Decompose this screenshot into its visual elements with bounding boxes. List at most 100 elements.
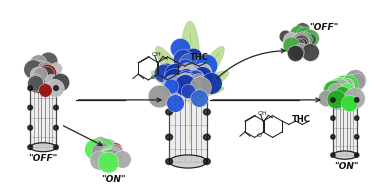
Point [37,66,43,69]
Point [180,58,186,61]
Point [35,61,41,64]
Text: O: O [257,133,262,138]
Ellipse shape [166,134,173,140]
Ellipse shape [28,125,32,130]
Point [172,81,178,84]
Point [160,71,166,74]
Text: O: O [151,75,156,81]
Ellipse shape [28,86,32,91]
Point [199,75,205,78]
Point [343,85,349,88]
Point [185,89,191,92]
Ellipse shape [203,134,210,140]
Point [299,40,305,43]
Ellipse shape [166,109,173,115]
Text: THC: THC [292,115,311,124]
Ellipse shape [166,85,173,91]
Text: "ON": "ON" [101,175,126,184]
Point [341,85,347,88]
Point [177,46,183,50]
Ellipse shape [156,47,197,103]
Point [294,50,300,53]
Point [191,73,197,76]
Point [105,152,111,155]
Point [336,87,342,90]
Point [42,88,48,91]
Text: OH: OH [152,52,162,57]
Ellipse shape [28,105,32,110]
Point [338,86,344,89]
Point [105,145,111,148]
Point [333,91,339,94]
Point [354,80,360,83]
Point [105,156,111,159]
Point [34,72,40,75]
Point [191,83,197,86]
Ellipse shape [30,84,56,93]
Point [102,145,108,148]
Ellipse shape [54,105,58,110]
Point [298,42,304,45]
Point [184,75,190,78]
Point [183,70,190,73]
Ellipse shape [355,153,359,157]
Point [108,156,114,160]
Point [333,98,339,101]
Ellipse shape [183,47,224,103]
Ellipse shape [54,145,58,149]
Point [104,154,110,157]
Ellipse shape [333,151,357,159]
Ellipse shape [333,96,357,104]
Point [172,102,178,105]
Point [301,37,307,40]
Point [341,85,347,88]
Text: "OFF": "OFF" [309,23,339,32]
Point [292,52,298,55]
Point [197,85,203,88]
Point [53,67,59,70]
Point [190,55,196,58]
Ellipse shape [169,81,207,94]
Point [98,150,104,153]
Point [32,79,38,82]
Point [186,80,193,83]
Point [331,89,337,92]
Point [172,73,178,76]
Point [187,62,193,65]
Point [96,159,102,162]
Point [352,78,358,81]
Ellipse shape [355,116,359,120]
Point [307,36,313,40]
Point [197,74,203,77]
Point [112,147,118,150]
Ellipse shape [54,86,58,91]
Point [282,35,288,38]
Ellipse shape [180,22,200,104]
Point [106,155,112,158]
Point [34,79,40,82]
Point [32,81,38,84]
Point [298,49,304,52]
Point [92,147,99,150]
Point [44,70,50,73]
Ellipse shape [151,71,199,100]
Point [350,79,356,82]
Bar [169,88,207,162]
Point [97,142,103,145]
Ellipse shape [355,135,359,139]
Point [199,70,205,73]
Point [183,76,189,79]
Point [105,155,111,158]
Ellipse shape [203,109,210,115]
Point [182,65,188,68]
Point [112,151,118,154]
Point [42,72,49,75]
Point [110,155,116,158]
Point [299,28,305,31]
Text: "ON": "ON" [335,162,359,171]
Ellipse shape [54,125,58,130]
Point [307,50,313,53]
Point [288,38,294,41]
Ellipse shape [181,71,229,100]
Ellipse shape [355,98,359,102]
